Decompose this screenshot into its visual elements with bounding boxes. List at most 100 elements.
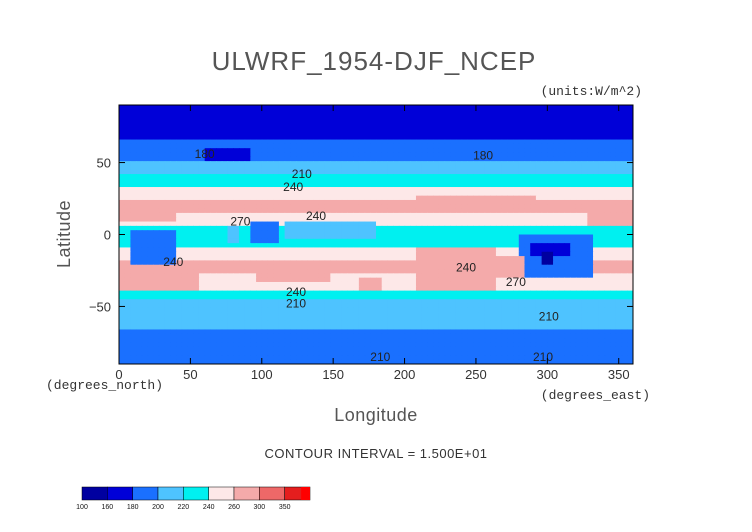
heatmap-cell	[387, 312, 394, 318]
heatmap-cell	[216, 105, 223, 110]
heatmap-cell	[233, 212, 240, 218]
heatmap-cell	[296, 290, 303, 296]
heatmap-cell	[136, 174, 143, 179]
heatmap-cell	[261, 243, 269, 249]
heatmap-cell	[393, 113, 400, 119]
heatmap-cell	[176, 109, 183, 115]
heatmap-cell	[336, 225, 343, 231]
heatmap-cell	[267, 281, 274, 287]
heatmap-cell	[478, 329, 486, 335]
heatmap-cell	[198, 251, 206, 257]
heatmap-cell	[438, 178, 446, 184]
heatmap-cell	[164, 122, 171, 128]
heatmap-cell	[250, 290, 257, 296]
heatmap-cell	[336, 273, 343, 279]
heatmap-cell	[598, 281, 606, 287]
heatmap-cell	[158, 307, 166, 313]
heatmap-cell	[181, 204, 189, 210]
heatmap-cell	[621, 230, 628, 236]
heatmap-cell	[581, 256, 588, 261]
heatmap-cell	[290, 182, 297, 188]
heatmap-cell	[130, 281, 137, 287]
heatmap-cell	[564, 117, 571, 123]
heatmap-cell	[136, 325, 143, 331]
heatmap-cell	[427, 329, 434, 335]
heatmap-cell	[598, 256, 606, 261]
heatmap-cell	[478, 174, 486, 179]
heatmap-cell	[221, 122, 229, 128]
heatmap-cell	[490, 316, 497, 322]
heatmap-cell	[187, 290, 194, 296]
heatmap-cell	[273, 264, 280, 270]
heatmap-cell	[193, 105, 200, 110]
heatmap-cell	[256, 143, 263, 149]
heatmap-cell	[273, 182, 280, 188]
heatmap-cell	[330, 264, 337, 270]
heatmap-cell	[358, 105, 366, 110]
heatmap-cell	[250, 182, 257, 188]
heatmap-cell	[233, 139, 240, 145]
heatmap-cell	[244, 199, 251, 205]
heatmap-cell	[610, 256, 617, 261]
heatmap-cell	[438, 148, 446, 154]
heatmap-cell	[193, 260, 200, 266]
heatmap-cell	[518, 165, 526, 171]
heatmap-cell	[513, 113, 520, 119]
heatmap-cell	[387, 113, 394, 119]
heatmap-cell	[438, 105, 446, 110]
heatmap-cell	[473, 290, 480, 296]
heatmap-cell	[415, 256, 423, 261]
heatmap-cell	[387, 256, 394, 261]
heatmap-cell	[478, 139, 486, 145]
heatmap-cell	[210, 174, 217, 179]
heatmap-cell	[313, 105, 320, 110]
heatmap-cell	[364, 256, 371, 261]
heatmap-cell	[495, 161, 503, 167]
heatmap-cell	[410, 143, 417, 149]
heatmap-cell	[347, 117, 354, 123]
heatmap-cell	[141, 316, 149, 322]
heatmap-cell	[541, 191, 548, 197]
heatmap-cell	[467, 269, 474, 274]
heatmap-cell	[204, 338, 211, 344]
heatmap-cell	[364, 312, 371, 318]
heatmap-cell	[158, 152, 166, 158]
heatmap-cell	[535, 269, 543, 274]
heatmap-cell	[615, 212, 623, 218]
heatmap-cell	[187, 294, 194, 300]
heatmap-cell	[250, 225, 257, 231]
heatmap-cell	[147, 169, 154, 175]
heatmap-cell	[547, 286, 554, 292]
heatmap-cell	[541, 105, 548, 110]
heatmap-cell	[170, 221, 177, 227]
heatmap-cell	[513, 212, 520, 218]
heatmap-cell	[261, 208, 269, 214]
heatmap-cell	[524, 105, 531, 110]
heatmap-cell	[141, 234, 149, 240]
heatmap-cell	[535, 286, 543, 292]
heatmap-cell	[404, 130, 411, 136]
heatmap-cell	[501, 169, 508, 175]
heatmap-cell	[507, 195, 514, 201]
heatmap-cell	[478, 251, 486, 257]
heatmap-cell	[501, 294, 508, 300]
heatmap-cell	[387, 191, 394, 197]
heatmap-cell	[358, 204, 366, 210]
heatmap-cell	[158, 204, 166, 210]
heatmap-cell	[581, 281, 588, 287]
heatmap-cell	[547, 303, 554, 309]
heatmap-cell	[336, 303, 343, 309]
heatmap-cell	[210, 221, 217, 227]
heatmap-cell	[233, 105, 240, 110]
heatmap-cell	[158, 117, 166, 123]
heatmap-cell	[227, 165, 234, 171]
heatmap-cell	[564, 178, 571, 184]
heatmap-cell	[450, 178, 457, 184]
heatmap-cell	[278, 178, 286, 184]
heatmap-cell	[130, 221, 137, 227]
heatmap-cell	[358, 329, 366, 335]
heatmap-cell	[216, 312, 223, 318]
heatmap-cell	[484, 161, 491, 167]
heatmap-cell	[575, 286, 583, 292]
heatmap-cell	[227, 130, 234, 136]
